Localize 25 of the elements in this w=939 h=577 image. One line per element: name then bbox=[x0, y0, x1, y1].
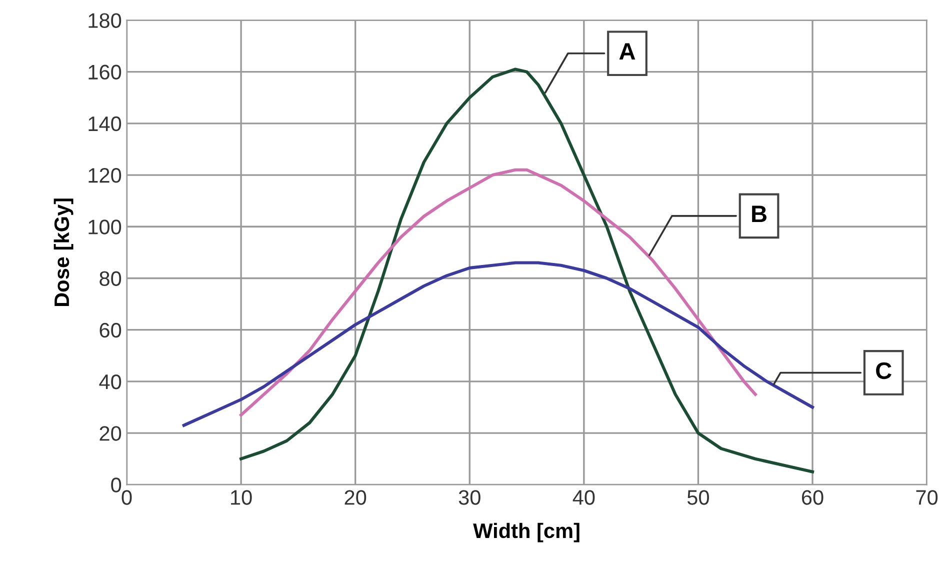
y-tick-label: 180 bbox=[88, 13, 122, 28]
x-tick-label: 60 bbox=[802, 490, 824, 505]
x-tick-label: 30 bbox=[458, 490, 480, 505]
line-series bbox=[240, 68, 814, 474]
annotation: A bbox=[619, 43, 636, 60]
x-tick-label: 70 bbox=[916, 490, 938, 505]
x-axis-title: Width [cm] bbox=[473, 522, 580, 542]
x-tick-label: 40 bbox=[572, 490, 595, 505]
y-tick-label: 40 bbox=[99, 374, 122, 390]
x-tick-label: 50 bbox=[687, 490, 709, 505]
y-tick-label: 100 bbox=[88, 220, 122, 234]
y-tick-label: 20 bbox=[100, 426, 122, 441]
x-tick-label: 0 bbox=[122, 490, 132, 505]
y-tick-label: 140 bbox=[88, 116, 122, 132]
y-axis-title: Dose [kGy] bbox=[54, 198, 74, 306]
y-tick-label: 0 bbox=[111, 478, 122, 492]
y-tick-label: 120 bbox=[88, 168, 122, 183]
x-tick-label: 20 bbox=[344, 490, 366, 505]
x-tick-label: 10 bbox=[231, 490, 252, 505]
annotation: C bbox=[876, 362, 892, 380]
annotation: B bbox=[752, 206, 766, 222]
y-tick-label: 60 bbox=[100, 322, 122, 338]
y-tick-label: 80 bbox=[100, 271, 122, 286]
line-series bbox=[182, 261, 814, 427]
y-tick-label: 160 bbox=[88, 64, 122, 80]
